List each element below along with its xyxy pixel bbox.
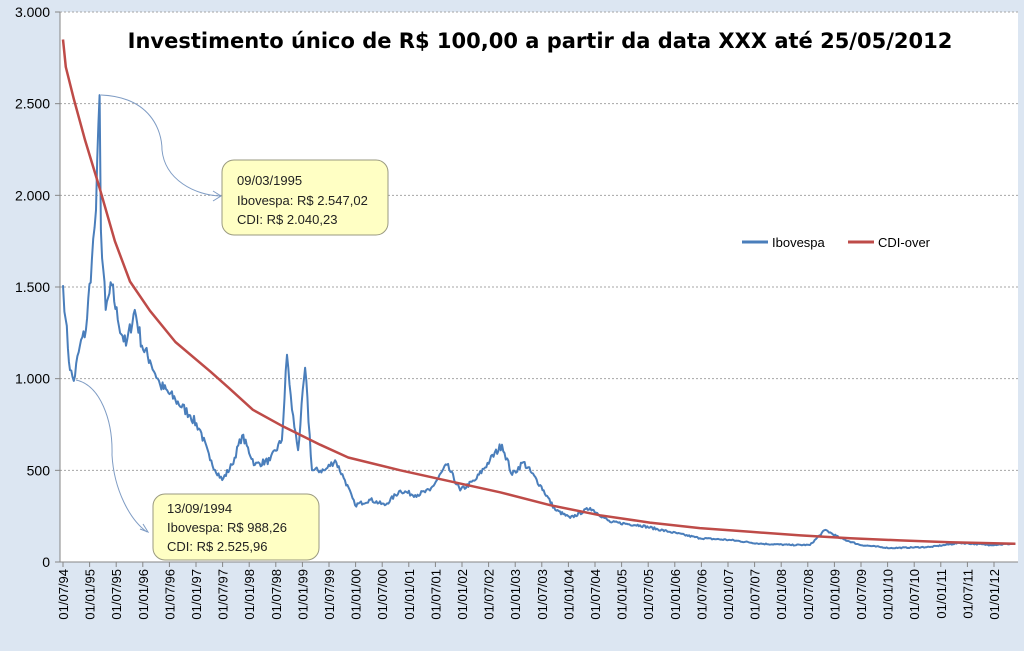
x-tick-label: 01/07/98 (269, 569, 284, 620)
series-line-ibovespa (62, 94, 1016, 550)
x-tick-label: 01/07/00 (375, 569, 390, 620)
x-tick-label: 01/01/95 (83, 569, 98, 620)
x-tick-label: 01/07/99 (322, 569, 337, 620)
x-tick-label: 01/07/97 (216, 569, 231, 620)
annotation-2: 13/09/1994 Ibovespa: R$ 988,26 CDI: R$ 2… (75, 379, 320, 561)
x-tick-label: 01/07/07 (748, 569, 763, 620)
x-tick-label: 01/07/96 (162, 569, 177, 620)
x-tick-label: 01/07/08 (801, 569, 816, 620)
annotation-date: 13/09/1994 (167, 501, 232, 516)
y-tick-label: 500 (27, 462, 51, 478)
y-tick-label: 1.000 (15, 371, 50, 387)
annotation-cdi: CDI: R$ 2.525,96 (167, 539, 267, 554)
annotation-arrow (100, 94, 221, 197)
x-tick-label: 01/01/98 (242, 569, 257, 620)
plot-area (60, 12, 1018, 562)
x-tick-label: 01/01/12 (987, 569, 1002, 620)
legend: Ibovespa CDI-over (742, 235, 931, 250)
x-tick-label: 01/01/99 (295, 569, 310, 620)
annotation-box (152, 493, 320, 561)
x-tick-label: 01/01/01 (402, 569, 417, 620)
y-tick-label: 1.500 (15, 279, 50, 295)
arrowhead-icon (139, 523, 150, 533)
x-tick-label: 01/07/02 (482, 569, 497, 620)
x-tick-label: 01/01/03 (508, 569, 523, 620)
x-tick-label: 01/07/01 (428, 569, 443, 620)
x-tick-label: 01/07/11 (960, 569, 975, 619)
x-tick-label: 01/01/04 (561, 569, 576, 620)
x-tick-label: 01/01/00 (349, 569, 364, 620)
x-tick-label: 01/07/95 (109, 569, 124, 620)
x-tick-label: 01/07/05 (641, 569, 656, 620)
x-tick-label: 01/07/03 (535, 569, 550, 620)
annotation-cdi: CDI: R$ 2.040,23 (237, 212, 337, 227)
y-tick-label: 0 (42, 554, 50, 570)
arrowhead-icon (212, 190, 222, 202)
annotation-1: 09/03/1995 Ibovespa: R$ 2.547,02 CDI: R$… (100, 94, 389, 236)
x-tick-label: 01/01/10 (881, 569, 896, 620)
y-tick-label: 2.000 (15, 187, 50, 203)
x-tick-label: 01/07/10 (907, 569, 922, 620)
x-tick-label: 01/01/11 (934, 569, 949, 619)
series-lines (61, 39, 1016, 550)
annotation-ibovespa: Ibovespa: R$ 988,26 (167, 520, 287, 535)
y-axis: 0 500 1.000 1.500 2.000 2.500 3.000 (15, 4, 61, 570)
x-tick-label: 01/07/94 (56, 569, 71, 620)
series-line-cdi-over (61, 39, 1016, 545)
x-tick-label: 01/07/09 (854, 569, 869, 620)
chart-title: Investimento único de R$ 100,00 a partir… (128, 29, 953, 53)
x-tick-label: 01/01/05 (615, 569, 630, 620)
x-tick-label: 01/01/07 (721, 569, 736, 620)
x-tick-label: 01/07/06 (694, 569, 709, 620)
x-tick-label: 01/01/02 (455, 569, 470, 620)
legend-label-cdi: CDI-over (878, 235, 931, 250)
legend-label-ibovespa: Ibovespa (772, 235, 826, 250)
annotation-arrow (75, 379, 148, 533)
annotation-date: 09/03/1995 (237, 173, 302, 188)
x-tick-label: 01/01/08 (774, 569, 789, 620)
x-tick-label: 01/01/09 (827, 569, 842, 620)
x-tick-label: 01/01/97 (189, 569, 204, 620)
annotation-box (221, 159, 389, 236)
y-tick-label: 2.500 (15, 96, 50, 112)
x-tick-label: 01/01/06 (668, 569, 683, 620)
x-tick-label: 01/07/04 (588, 569, 603, 620)
x-tick-label: 01/01/96 (136, 569, 151, 620)
annotation-ibovespa: Ibovespa: R$ 2.547,02 (237, 193, 368, 208)
y-tick-label: 3.000 (15, 4, 50, 20)
x-axis: 01/07/94 01/01/95 01/07/95 01/01/96 01/07/96… (56, 561, 1018, 620)
